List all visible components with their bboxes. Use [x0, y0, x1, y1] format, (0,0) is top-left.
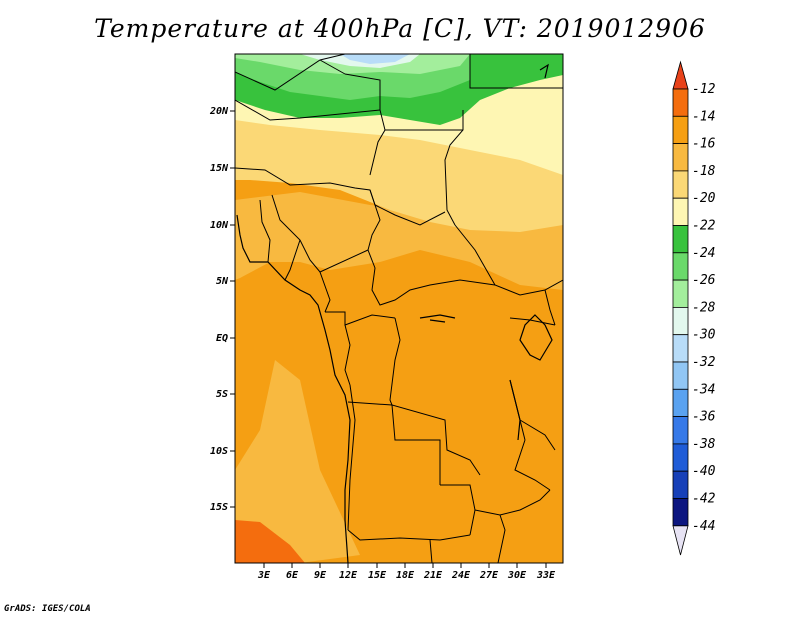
colorbar-segment	[672, 306, 689, 336]
coastlines	[236, 63, 553, 563]
colorbar-label: -12	[692, 82, 716, 97]
colorbar-label: -30	[692, 328, 716, 343]
colorbar-segment	[672, 334, 689, 363]
colorbar-segment	[672, 170, 689, 199]
y-tick-10n: 10N	[210, 220, 235, 231]
y-axis: 20N 15N 10N 5N EQ 5S 10S 15S	[209, 106, 235, 513]
y-tick-15n: 15N	[210, 163, 235, 174]
colorbar-segment	[672, 525, 689, 556]
x-tick-label: 21E	[423, 570, 443, 581]
x-tick-label: 33E	[536, 570, 556, 581]
colorbar-label: -40	[692, 464, 716, 479]
y-tick-15s: 15S	[210, 502, 235, 513]
colorbar-segment	[672, 279, 689, 308]
colorbar-segment	[672, 225, 689, 254]
x-tick-label: 12E	[339, 570, 358, 581]
colorbar-label: -32	[692, 355, 716, 370]
colorbar-label: -22	[692, 219, 716, 234]
x-tick-18e: 18E	[396, 563, 415, 581]
map-frame	[234, 53, 564, 564]
x-tick-label: 27E	[479, 570, 499, 581]
colorbar-segment	[672, 416, 689, 445]
colorbar-label: -18	[692, 164, 716, 179]
colorbar-segment	[672, 143, 689, 172]
x-tick-label: 6E	[286, 570, 299, 581]
x-tick-label: 9E	[314, 570, 327, 581]
colorbar-label: -24	[692, 246, 715, 261]
x-tick-label: 30E	[507, 570, 527, 581]
x-tick-label: 24E	[451, 570, 471, 581]
colorbar: -12 -14 -16 -18 -20 -22 -24 -26 -28 -30 -32 -34 -36 -…	[672, 60, 716, 556]
y-tick-5s: 5S	[216, 389, 235, 400]
x-tick-6e: 6E	[286, 563, 299, 581]
y-tick-label: 10N	[210, 220, 229, 231]
x-tick-12e: 12E	[339, 563, 358, 581]
x-tick-3e: 3E	[257, 563, 271, 581]
x-tick-15e: 15E	[368, 563, 387, 581]
y-tick-label: 15N	[210, 163, 229, 174]
field-band-light-orange-west	[235, 360, 360, 563]
colorbar-segment	[672, 388, 689, 417]
chart-title: Temperature at 400hPa [C], VT: 201901290…	[94, 14, 706, 43]
x-tick-33e: 33E	[536, 563, 556, 581]
y-tick-label: 15S	[210, 502, 228, 513]
colorbar-label: -36	[692, 410, 716, 425]
x-tick-21e: 21E	[423, 563, 443, 581]
colorbar-label: -16	[692, 137, 716, 152]
colorbar-segment	[672, 197, 689, 226]
colorbar-label: -38	[692, 437, 716, 452]
field-hot-corner	[235, 520, 305, 563]
colorbar-segment	[672, 361, 689, 390]
y-tick-label: EQ	[216, 333, 228, 344]
colorbar-label: -14	[692, 109, 715, 124]
x-tick-label: 3E	[257, 570, 271, 581]
y-tick-10s: 10S	[210, 446, 235, 457]
colorbar-label: -28	[692, 300, 716, 315]
colorbar-label: -34	[692, 382, 715, 397]
colorbar-segment	[672, 88, 689, 117]
temperature-field	[235, 54, 563, 563]
colorbar-label: -42	[692, 492, 716, 507]
colorbar-segment	[672, 470, 689, 499]
x-tick-27e: 27E	[479, 563, 499, 581]
x-tick-label: 15E	[368, 570, 387, 581]
x-axis: 3E 6E 9E 12E 15E 18E 21E 24E 27E 30E 33E	[257, 563, 556, 581]
field-band-pale-blue	[340, 54, 410, 64]
colorbar-segment	[672, 498, 689, 527]
y-tick-label: 20N	[209, 106, 229, 117]
colorbar-label: -26	[692, 273, 716, 288]
colorbar-segment	[672, 115, 689, 145]
y-tick-eq: EQ	[216, 333, 235, 344]
y-tick-label: 5N	[216, 276, 229, 287]
colorbar-label: -44	[692, 519, 715, 534]
y-tick-5n: 5N	[216, 276, 235, 287]
y-tick-label: 10S	[210, 446, 228, 457]
x-tick-9e: 9E	[314, 563, 327, 581]
x-tick-30e: 30E	[507, 563, 527, 581]
x-tick-label: 18E	[396, 570, 415, 581]
y-tick-label: 5S	[216, 389, 228, 400]
grads-credit: GrADS: IGES/COLA	[4, 604, 91, 614]
x-tick-24e: 24E	[451, 563, 471, 581]
colorbar-label: -20	[692, 191, 716, 206]
colorbar-segment	[672, 252, 689, 281]
y-tick-20n: 20N	[209, 106, 235, 117]
colorbar-segment	[672, 60, 689, 90]
colorbar-segment	[672, 443, 689, 472]
